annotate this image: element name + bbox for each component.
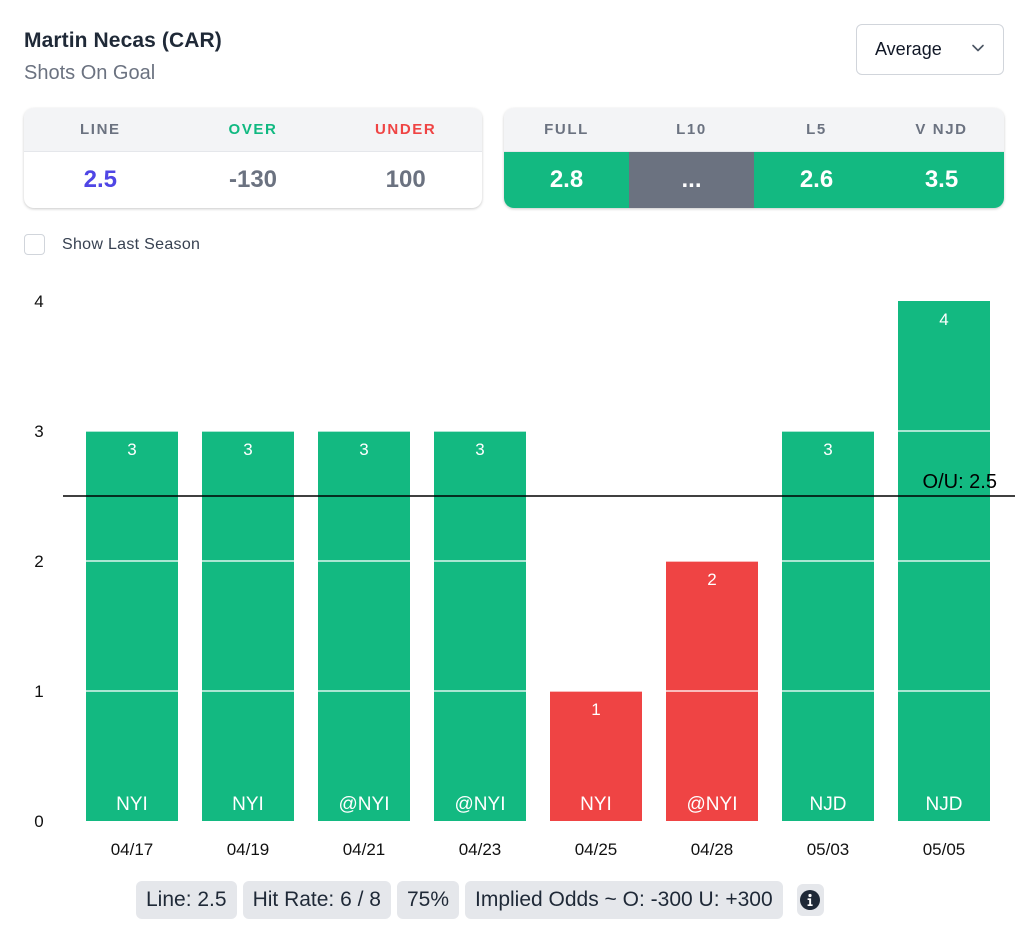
- vs-opponent-average: 3.5: [879, 152, 1004, 208]
- y-tick-label: 4: [34, 292, 43, 311]
- line-value: 2.5: [83, 166, 118, 193]
- x-tick-label: 05/03: [807, 840, 850, 859]
- bar-value-label: 3: [359, 440, 368, 459]
- chevron-down-icon: [972, 44, 984, 52]
- x-tick-label: 04/23: [459, 840, 502, 859]
- hit-rate-chip: Hit Rate: 6 / 8: [242, 881, 391, 919]
- summary-bar: Line: 2.5 Hit Rate: 6 / 8 75% Implied Od…: [136, 881, 824, 919]
- l5-header: L5: [806, 121, 827, 138]
- y-tick-label: 2: [34, 552, 43, 571]
- full-average: 2.8: [504, 152, 629, 208]
- bar-value-label: 3: [475, 440, 484, 459]
- y-tick-label: 0: [34, 812, 43, 831]
- x-tick-label: 04/21: [343, 840, 386, 859]
- bar-value-label: 4: [939, 310, 948, 329]
- shots-bar-chart: 0 1 2 3 4 3 NYI 3 NYI 3 @NYI 3 @NYI 1 NYI 2 @NYI 3 NJD 4 NJ…: [34, 292, 1015, 859]
- l10-average: ...: [629, 152, 754, 208]
- gridlines: [63, 430, 990, 692]
- implied-odds-chip: Implied Odds ~ O: -300 U: +300: [465, 881, 783, 919]
- bar-opponent-label: @NYI: [687, 794, 738, 815]
- line-chip: Line: 2.5: [136, 881, 237, 919]
- bar-value-label: 1: [591, 700, 600, 719]
- bar-value-label: 3: [243, 440, 252, 459]
- bar-opponent-label: @NYI: [455, 794, 506, 815]
- bar-value-label: 3: [823, 440, 832, 459]
- y-tick-label: 3: [34, 422, 43, 441]
- y-axis: 0 1 2 3 4: [34, 292, 43, 831]
- reference-line-label: O/U: 2.5: [923, 471, 997, 493]
- show-last-season-toggle[interactable]: Show Last Season: [24, 234, 200, 255]
- x-tick-label: 04/17: [111, 840, 154, 859]
- bar-value-label: 2: [707, 570, 716, 589]
- bar-opponent-label: NYI: [116, 794, 148, 815]
- show-last-season-label: Show Last Season: [62, 235, 201, 253]
- average-select[interactable]: Average: [856, 24, 1004, 75]
- bar: [550, 691, 642, 821]
- show-last-season-checkbox[interactable]: [24, 234, 45, 255]
- bar: [202, 431, 294, 821]
- bar-value-label: 3: [127, 440, 136, 459]
- bar: [782, 431, 874, 821]
- l10-header: L10: [676, 121, 707, 138]
- hit-percent-chip: 75%: [396, 881, 459, 919]
- x-tick-label: 04/19: [227, 840, 270, 859]
- vs-opponent-header: V NJD: [915, 121, 968, 138]
- averages-card: FULL L10 L5 V NJD 2.8 ... 2.6 3.5: [504, 108, 1004, 208]
- bar-opponent-label: NYI: [580, 794, 612, 815]
- bar-opponent-label: @NYI: [339, 794, 390, 815]
- l5-average: 2.6: [754, 152, 879, 208]
- bar-opponent-label: NJD: [810, 794, 847, 815]
- bar-opponent-label: NJD: [926, 794, 963, 815]
- info-button[interactable]: [796, 884, 824, 916]
- full-header: FULL: [544, 121, 589, 138]
- x-axis: 04/17 04/19 04/21 04/23 04/25 04/28 05/03 05/05: [111, 840, 966, 859]
- bar: [434, 431, 526, 821]
- bar-labels: 3 NYI 3 NYI 3 @NYI 3 @NYI 1 NYI 2 @NYI 3 NJD 4 NJD: [116, 310, 962, 815]
- over-header: OVER: [228, 121, 278, 138]
- under-odds: 100: [385, 166, 426, 193]
- line-header: LINE: [80, 121, 121, 138]
- bar: [318, 431, 410, 821]
- x-tick-label: 04/28: [691, 840, 734, 859]
- x-tick-label: 04/25: [575, 840, 618, 859]
- x-tick-label: 05/05: [923, 840, 966, 859]
- bar: [86, 431, 178, 821]
- reference-line-group: O/U: 2.5: [63, 471, 1015, 497]
- line-card: LINE OVER UNDER 2.5 -130 100: [24, 108, 482, 208]
- bar-opponent-label: NYI: [232, 794, 264, 815]
- select-value: Average: [875, 39, 942, 59]
- y-tick-label: 1: [34, 682, 43, 701]
- over-odds: -130: [228, 166, 278, 193]
- stat-type: Shots On Goal: [24, 62, 156, 84]
- info-icon: [800, 890, 821, 910]
- under-header: UNDER: [375, 121, 437, 138]
- player-name: Martin Necas (CAR): [24, 29, 222, 52]
